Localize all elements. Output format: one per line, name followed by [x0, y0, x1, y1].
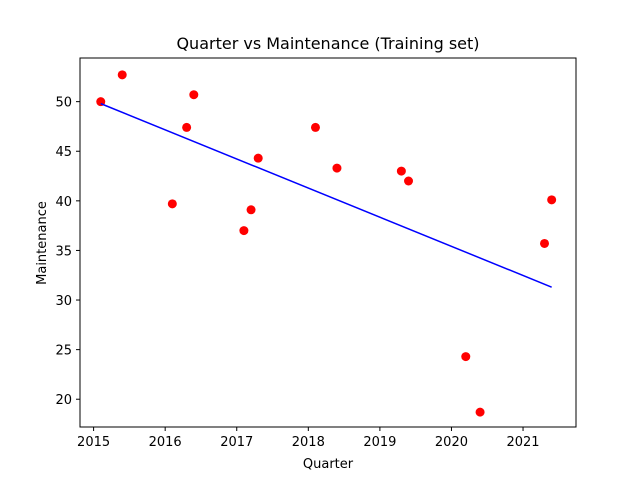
x-tick-label: 2016	[149, 435, 182, 450]
x-tick-label: 2019	[363, 435, 396, 450]
x-tick-label: 2020	[435, 435, 468, 450]
x-tick-label: 2021	[506, 435, 539, 450]
plot-frame	[79, 57, 577, 428]
y-tick-label: 30	[55, 294, 72, 309]
data-point	[167, 199, 177, 209]
regression-line	[100, 102, 552, 288]
data-point	[253, 153, 263, 163]
data-point	[540, 238, 550, 248]
x-tick-label: 2018	[292, 435, 325, 450]
data-point	[246, 205, 256, 215]
data-point	[404, 176, 414, 186]
data-point	[117, 70, 127, 80]
data-point	[239, 226, 249, 236]
y-axis-label: Maintenance	[35, 201, 50, 285]
y-tick-label: 25	[55, 344, 72, 359]
data-point	[182, 122, 192, 132]
data-point	[189, 90, 199, 100]
series-layer	[96, 70, 557, 417]
data-point	[461, 352, 471, 362]
y-tick-label: 50	[55, 96, 72, 111]
chart-title: Quarter vs Maintenance (Training set)	[176, 34, 479, 53]
x-axis-label: Quarter	[303, 457, 354, 472]
y-tick-label: 40	[55, 195, 72, 210]
x-tick-label: 2015	[77, 435, 110, 450]
data-point	[332, 163, 342, 173]
y-axis: 20 25 30 35 40 45 50	[55, 96, 80, 408]
x-tick-label: 2017	[220, 435, 253, 450]
data-point	[475, 407, 485, 417]
data-point	[547, 195, 557, 205]
data-point	[396, 166, 406, 176]
x-axis: 2015 2016 2017 2018 2019 2020 2021	[77, 427, 540, 450]
y-tick-label: 45	[55, 145, 72, 160]
data-point	[310, 122, 320, 132]
y-tick-label: 20	[55, 393, 72, 408]
y-tick-label: 35	[55, 244, 72, 259]
